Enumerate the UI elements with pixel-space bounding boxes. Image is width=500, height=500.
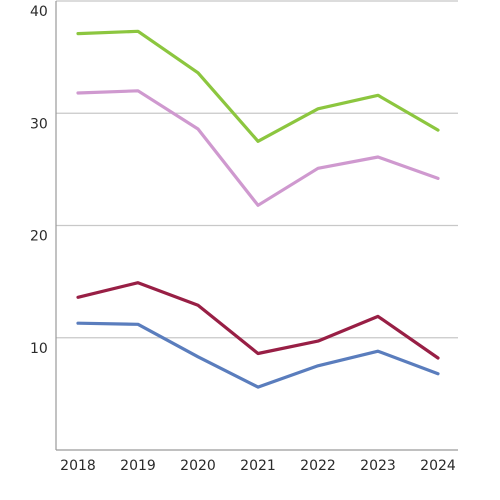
series-line-2 [76,89,440,207]
x-tick-label: 2019 [120,458,156,474]
y-tick-label: 20 [30,229,48,245]
series-line-1 [76,29,440,143]
x-tick-label: 2020 [180,458,216,474]
series-line-4 [76,321,440,389]
series-layer [76,29,440,389]
x-tick-label: 2022 [300,458,336,474]
grid-layer [56,0,458,339]
y-tick-label: 30 [30,116,48,132]
series-line-3 [76,281,440,360]
x-tick-label: 2021 [240,458,276,474]
x-tick-label: 2024 [420,458,456,474]
y-tick-label: 40 [30,4,48,20]
axis-layer [55,1,458,451]
x-tick-label: 2023 [360,458,396,474]
x-tick-label: 2018 [60,458,96,474]
y-tick-label: 10 [30,341,48,357]
label-layer: 10 20 30 40 2018 2019 2020 2021 2022 2023 2024 [30,4,456,474]
